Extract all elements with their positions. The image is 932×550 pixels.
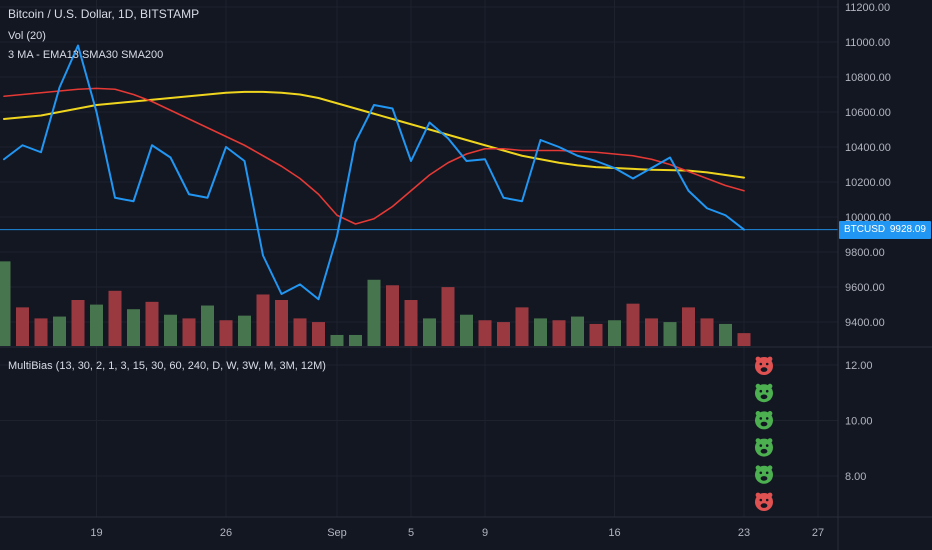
volume-bar xyxy=(608,320,621,346)
volume-bar xyxy=(275,300,288,346)
price-axis-label: 10600.00 xyxy=(845,107,891,119)
volume-bar xyxy=(34,318,48,346)
bias-bear-icon xyxy=(760,367,768,372)
symbol-title[interactable]: Bitcoin / U.S. Dollar, 1D, BITSTAMP xyxy=(8,7,200,21)
volume-bar xyxy=(349,334,362,346)
volume-bar xyxy=(219,320,233,346)
volume-bar xyxy=(182,318,196,346)
series-close xyxy=(3,44,745,301)
bias-bull-icon xyxy=(759,471,763,475)
series-SMA200 xyxy=(3,90,745,179)
price-axis-label: 10800.00 xyxy=(845,72,891,84)
price-axis-label: 11000.00 xyxy=(845,37,890,49)
price-badge: BTCUSD 9928.09 xyxy=(839,220,931,239)
bias-bull-icon xyxy=(760,394,768,400)
volume-bar xyxy=(404,300,418,346)
price-badge-value: 9928.09 xyxy=(889,224,926,236)
bias-bull-icon xyxy=(759,444,763,447)
volume-indicator-label[interactable]: Vol (20) xyxy=(8,30,46,42)
volume-bar xyxy=(441,287,455,346)
time-axis-label: 26 xyxy=(220,527,232,539)
bias-bull-icon xyxy=(765,417,769,420)
volume-bar xyxy=(293,318,307,346)
volume-bar xyxy=(330,334,344,346)
volume-bar xyxy=(571,316,584,346)
bias-bull-icon xyxy=(755,411,773,430)
volume-bar xyxy=(515,307,529,346)
price-badge-symbol: BTCUSD xyxy=(844,224,886,236)
volume-bar xyxy=(460,314,473,346)
lower-axis-label: 10.00 xyxy=(845,416,873,428)
bias-bear-icon xyxy=(759,362,763,366)
bias-bull-icon xyxy=(760,421,768,427)
bias-bear-icon xyxy=(765,362,769,366)
time-axis-label: 16 xyxy=(608,527,620,539)
bias-bull-icon xyxy=(765,389,769,393)
volume-bar xyxy=(534,318,547,346)
volume-bar xyxy=(127,309,140,346)
bias-bull-icon xyxy=(765,471,769,475)
price-axis-label: 9400.00 xyxy=(845,317,885,329)
time-axis-label: 5 xyxy=(408,527,414,539)
volume-bar xyxy=(16,307,29,346)
volume-bar xyxy=(737,333,751,346)
time-axis-label: 23 xyxy=(738,527,750,539)
volume-bar xyxy=(90,304,103,346)
volume-bar xyxy=(201,305,214,346)
volume-bar xyxy=(145,301,159,346)
volume-bar xyxy=(367,279,381,346)
volume-bar xyxy=(386,285,399,346)
bias-bull-icon xyxy=(760,448,768,454)
lower-axis-label: 12.00 xyxy=(845,360,873,372)
volume-bar xyxy=(71,300,85,346)
series-SMA30 xyxy=(3,87,745,225)
volume-bar xyxy=(552,320,566,346)
bias-bull-icon xyxy=(760,476,768,481)
time-axis-label: 19 xyxy=(90,527,102,539)
volume-bar xyxy=(626,303,640,346)
time-axis-label: 27 xyxy=(812,527,824,539)
price-axis-label: 9600.00 xyxy=(845,282,885,294)
bias-bull-icon xyxy=(755,438,773,457)
lower-axis-label: 8.00 xyxy=(845,471,866,483)
volume-bar xyxy=(700,318,714,346)
volume-bar xyxy=(682,307,695,346)
price-axis-label: 9800.00 xyxy=(845,247,885,259)
multibias-indicator-label[interactable]: MultiBias (13, 30, 2, 1, 3, 15, 30, 60, … xyxy=(8,360,326,372)
price-axis-label: 10400.00 xyxy=(845,142,891,154)
volume-bar xyxy=(645,318,658,346)
volume-bar xyxy=(238,315,251,346)
volume-bar xyxy=(0,261,11,346)
ma-indicator-label[interactable]: 3 MA - EMA13 SMA30 SMA200 xyxy=(8,49,164,61)
bias-bull-icon xyxy=(755,384,773,403)
bias-bear-icon xyxy=(759,498,763,502)
volume-bar xyxy=(423,318,436,346)
bias-bull-icon xyxy=(759,389,763,393)
price-axis-label: 11200.00 xyxy=(845,2,890,14)
time-axis-label: Sep xyxy=(327,527,347,539)
volume-bar xyxy=(663,322,677,346)
volume-bar xyxy=(53,316,66,346)
bias-bear-icon xyxy=(760,503,768,508)
volume-bar xyxy=(312,322,325,346)
bias-bear-icon xyxy=(755,493,773,511)
bias-bull-icon xyxy=(765,444,769,447)
bias-bull-icon xyxy=(759,417,763,420)
volume-bar xyxy=(164,314,177,346)
volume-bar xyxy=(589,323,603,346)
volume-bar xyxy=(478,320,492,346)
volume-bar xyxy=(108,290,122,346)
volume-bar xyxy=(497,322,510,346)
volume-bar xyxy=(719,323,732,346)
bias-bear-icon xyxy=(755,357,773,375)
price-axis-label: 10200.00 xyxy=(845,177,891,189)
time-axis-label: 9 xyxy=(482,527,488,539)
bias-bull-icon xyxy=(755,465,773,484)
volume-bar xyxy=(256,294,270,346)
bias-bear-icon xyxy=(765,498,769,502)
